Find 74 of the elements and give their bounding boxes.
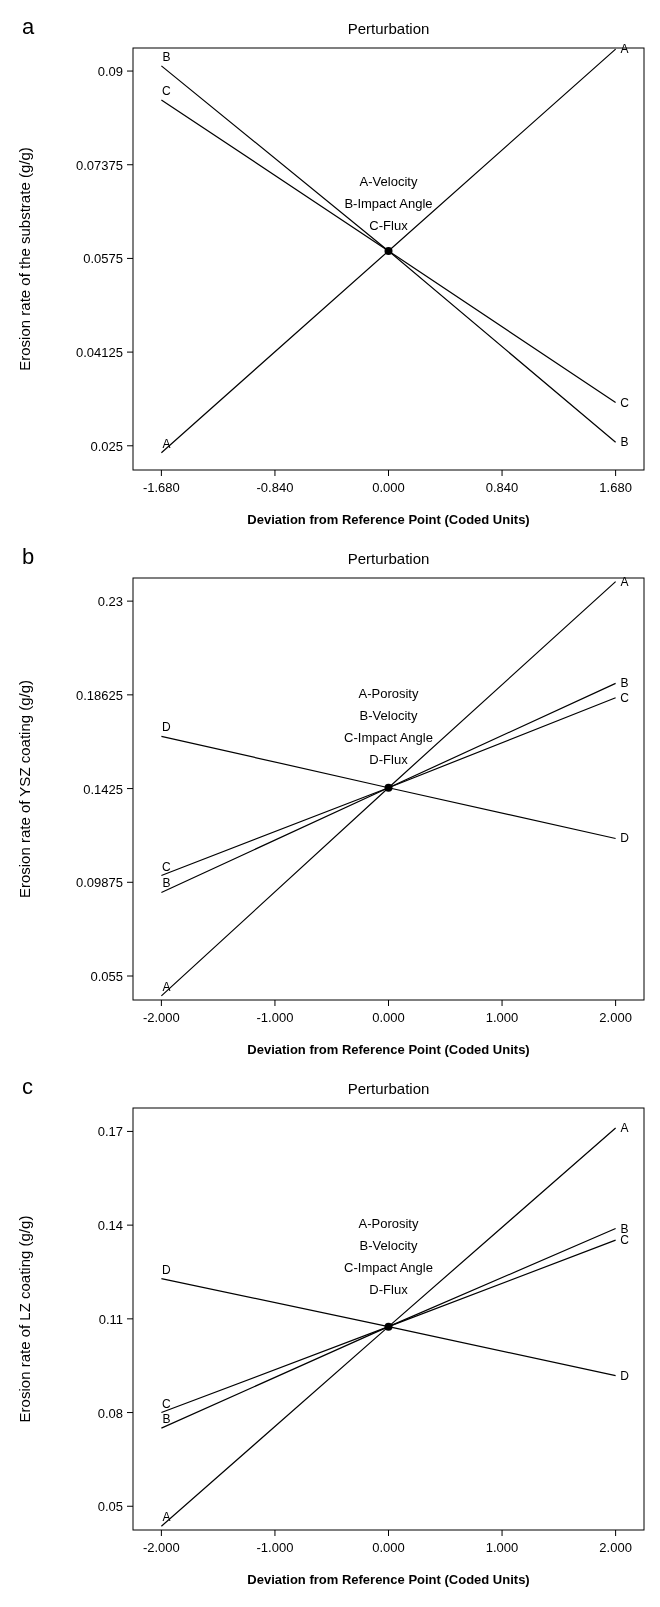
- x-tick-label: -2.000: [142, 1540, 180, 1555]
- y-tick-label: 0.09875: [76, 875, 123, 891]
- y-tick-label: 0.04125: [76, 345, 123, 361]
- y-tick-label: 0.11: [98, 1311, 123, 1327]
- series-label: C: [162, 1396, 172, 1411]
- y-axis-title: Erosion rate of LZ coating (g/g): [16, 1215, 33, 1423]
- annotation: C-Flux: [369, 218, 409, 233]
- chart-title: Perturbation: [347, 1080, 430, 1097]
- y-tick-label: 0.08: [97, 1405, 123, 1421]
- series-label: D: [162, 720, 172, 735]
- x-tick-label: 1.000: [485, 1010, 519, 1025]
- x-tick-label: 0.000: [372, 1540, 405, 1555]
- text: D: [620, 831, 629, 846]
- y-tick-label: 0.05: [97, 1499, 123, 1515]
- annotation: D-Flux: [369, 1282, 409, 1297]
- x-tick-label: 1.000: [485, 1540, 519, 1555]
- annotation: D-Flux: [369, 752, 409, 767]
- text: A: [620, 42, 629, 57]
- text: c: [22, 1074, 33, 1099]
- x-tick-label: 2.000: [599, 1540, 632, 1555]
- series-label: A: [162, 979, 171, 994]
- y-tick-label: 0.055: [90, 969, 123, 985]
- x-axis-title: Deviation from Reference Point (Coded Units): [247, 1042, 530, 1057]
- text: C: [620, 395, 629, 410]
- x-axis-title: Deviation from Reference Point (Coded Units): [247, 1572, 530, 1587]
- y-tick-label: 0.18625: [76, 687, 123, 703]
- text: b: [22, 544, 35, 569]
- series-label: B: [162, 876, 171, 891]
- series-label: B: [162, 49, 171, 64]
- chart-title: Perturbation: [347, 20, 430, 37]
- x-tick-label: -1.680: [142, 480, 180, 495]
- text: C: [620, 690, 629, 705]
- x-axis-title: Deviation from Reference Point (Coded Units): [247, 512, 530, 527]
- x-tick-label: 1.680: [599, 480, 632, 495]
- annotation: A-Porosity: [358, 686, 419, 701]
- x-tick-label: 0.840: [485, 480, 519, 495]
- text: D: [620, 1368, 629, 1383]
- annotation: A-Porosity: [358, 1216, 419, 1231]
- series-label: B: [162, 1412, 171, 1427]
- annotation: B-Impact Angle: [344, 196, 433, 211]
- x-tick-label: -0.840: [256, 480, 294, 495]
- text: B: [620, 676, 629, 691]
- series-label: A: [162, 1510, 171, 1525]
- y-tick-label: 0.14: [97, 1218, 123, 1234]
- y-tick-label: 0.23: [97, 594, 123, 610]
- text: B: [620, 1221, 629, 1236]
- y-tick-label: 0.17: [97, 1124, 123, 1140]
- x-tick-label: 0.000: [372, 480, 405, 495]
- series-label: D: [162, 1262, 172, 1277]
- y-axis-title: Erosion rate of the substrate (g/g): [16, 147, 33, 371]
- annotation: C-Impact Angle: [344, 730, 433, 745]
- x-tick-label: 0.000: [372, 1010, 405, 1025]
- x-tick-label: 2.000: [599, 1010, 632, 1025]
- annotation: B-Velocity: [359, 708, 418, 723]
- x-tick-label: -2.000: [142, 1010, 180, 1025]
- y-tick-label: 0.09: [97, 64, 123, 80]
- annotation: B-Velocity: [359, 1238, 418, 1253]
- y-tick-label: 0.07375: [76, 157, 123, 173]
- y-tick-label: 0.0575: [83, 251, 123, 267]
- series-label: C: [162, 83, 172, 98]
- chart-title: Perturbation: [347, 550, 430, 567]
- y-axis-title: Erosion rate of YSZ coating (g/g): [16, 679, 33, 899]
- text: A: [620, 574, 629, 589]
- text: a: [22, 14, 35, 39]
- annotation: C-Impact Angle: [344, 1260, 433, 1275]
- y-tick-label: 0.025: [90, 438, 123, 454]
- series-label: C: [162, 859, 172, 874]
- y-tick-label: 0.1425: [83, 781, 123, 797]
- text: B: [620, 435, 629, 450]
- x-tick-label: -1.000: [256, 1010, 294, 1025]
- text: C: [620, 1233, 629, 1248]
- text: A: [620, 1120, 629, 1135]
- x-tick-label: -1.000: [256, 1540, 294, 1555]
- annotation: A-Velocity: [359, 174, 418, 189]
